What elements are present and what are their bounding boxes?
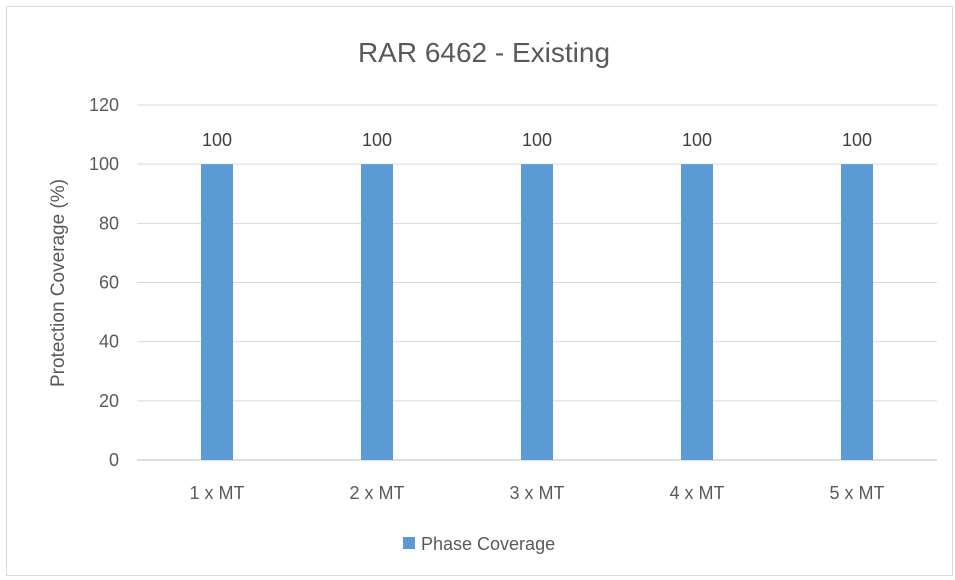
bar [361, 164, 393, 460]
x-tick-label: 4 x MT [669, 483, 724, 503]
x-tick-label: 1 x MT [189, 483, 244, 503]
y-tick-label: 20 [99, 391, 119, 411]
chart-frame [6, 6, 953, 576]
data-label: 100 [682, 130, 712, 150]
data-label: 100 [842, 130, 872, 150]
x-tick-label: 3 x MT [509, 483, 564, 503]
bar [201, 164, 233, 460]
data-label: 100 [522, 130, 552, 150]
y-tick-label: 40 [99, 332, 119, 352]
y-tick-label: 100 [89, 154, 119, 174]
bars [201, 164, 873, 460]
y-axis-ticks: 0 20 40 60 80 100 120 [89, 95, 119, 470]
x-tick-label: 2 x MT [349, 483, 404, 503]
legend-swatch [403, 537, 415, 549]
bar [841, 164, 873, 460]
y-tick-label: 80 [99, 213, 119, 233]
data-labels: 100 100 100 100 100 [202, 130, 872, 150]
data-label: 100 [202, 130, 232, 150]
chart-title: RAR 6462 - Existing [358, 37, 610, 68]
x-tick-label: 5 x MT [829, 483, 884, 503]
y-tick-label: 60 [99, 273, 119, 293]
legend: Phase Coverage [403, 534, 555, 554]
x-axis-ticks: 1 x MT 2 x MT 3 x MT 4 x MT 5 x MT [189, 483, 884, 503]
y-tick-label: 0 [109, 450, 119, 470]
y-tick-label: 120 [89, 95, 119, 115]
y-axis-label: Protection Coverage (%) [48, 179, 69, 387]
legend-label: Phase Coverage [421, 534, 555, 554]
bar [681, 164, 713, 460]
bar [521, 164, 553, 460]
data-label: 100 [362, 130, 392, 150]
